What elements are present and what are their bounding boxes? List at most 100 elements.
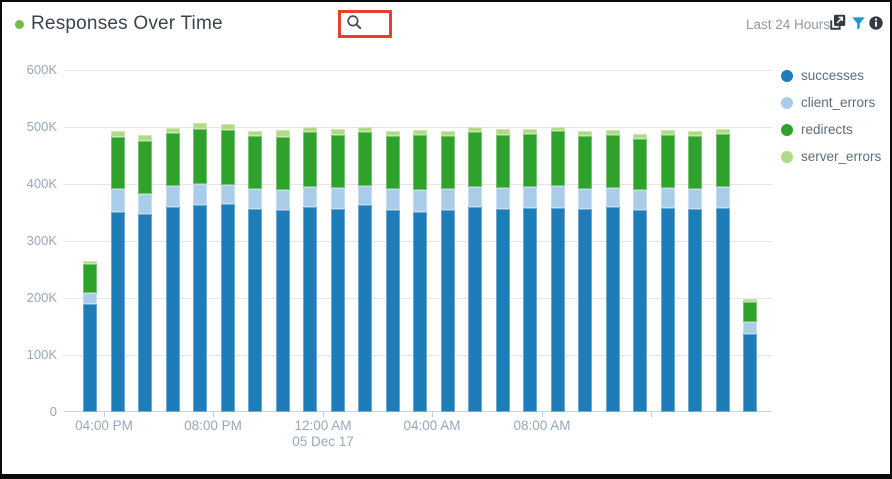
bar-segment-server_errors[interactable] xyxy=(413,129,427,135)
bar-segment-successes[interactable] xyxy=(495,209,510,412)
bar-stack-1200pm[interactable] xyxy=(660,129,675,412)
bar-segment-server_errors[interactable] xyxy=(715,129,730,134)
bar-segment-successes[interactable] xyxy=(385,210,400,412)
bar-segment-redirects[interactable] xyxy=(138,141,152,195)
bar-segment-client_errors[interactable] xyxy=(633,190,647,211)
bar-segment-redirects[interactable] xyxy=(275,136,290,190)
bar-segment-client_errors[interactable] xyxy=(605,188,620,207)
bar-segment-client_errors[interactable] xyxy=(715,186,730,208)
bar-stack-700pm[interactable] xyxy=(193,123,207,412)
bar-stack-200am[interactable] xyxy=(385,131,400,412)
bar-segment-redirects[interactable] xyxy=(743,302,757,322)
bar-segment-successes[interactable] xyxy=(275,210,290,412)
bar-segment-client_errors[interactable] xyxy=(138,194,152,215)
bar-segment-successes[interactable] xyxy=(523,207,537,412)
filter-button[interactable] xyxy=(848,14,868,34)
legend-item-server_errors[interactable]: server_errors xyxy=(781,143,881,170)
bar-segment-server_errors[interactable] xyxy=(358,127,372,133)
bar-stack-100am[interactable] xyxy=(358,127,372,412)
bar-segment-server_errors[interactable] xyxy=(303,127,317,133)
bar-segment-client_errors[interactable] xyxy=(220,185,235,204)
bar-segment-redirects[interactable] xyxy=(660,135,675,189)
bar-segment-server_errors[interactable] xyxy=(633,133,647,139)
bar-segment-client_errors[interactable] xyxy=(193,184,207,206)
bar-segment-server_errors[interactable] xyxy=(330,129,345,136)
bar-segment-redirects[interactable] xyxy=(550,131,565,187)
bar-segment-client_errors[interactable] xyxy=(550,186,565,208)
bar-segment-client_errors[interactable] xyxy=(413,190,427,212)
bar-stack-500pm[interactable] xyxy=(138,135,152,412)
bar-segment-redirects[interactable] xyxy=(83,263,97,294)
bar-segment-redirects[interactable] xyxy=(715,133,730,187)
bar-segment-client_errors[interactable] xyxy=(660,188,675,208)
bar-stack-1000am[interactable] xyxy=(605,129,620,412)
bar-stack-200pm[interactable] xyxy=(715,129,730,412)
bar-segment-server_errors[interactable] xyxy=(578,131,592,137)
bar-segment-client_errors[interactable] xyxy=(303,186,317,207)
bar-segment-redirects[interactable] xyxy=(633,139,647,191)
bar-segment-server_errors[interactable] xyxy=(495,129,510,136)
bar-segment-redirects[interactable] xyxy=(385,136,400,190)
bar-stack-100pm[interactable] xyxy=(688,131,702,412)
export-button[interactable] xyxy=(827,14,847,34)
bar-segment-successes[interactable] xyxy=(303,206,317,412)
bar-segment-successes[interactable] xyxy=(138,214,152,412)
bar-segment-server_errors[interactable] xyxy=(523,129,537,134)
bar-segment-server_errors[interactable] xyxy=(550,127,565,132)
bar-segment-redirects[interactable] xyxy=(523,133,537,187)
bar-segment-server_errors[interactable] xyxy=(83,260,97,264)
bar-segment-redirects[interactable] xyxy=(413,135,427,191)
bar-segment-successes[interactable] xyxy=(110,211,125,412)
bar-segment-successes[interactable] xyxy=(605,206,620,412)
bar-segment-server_errors[interactable] xyxy=(165,128,180,134)
bar-stack-1100am[interactable] xyxy=(633,133,647,412)
bar-segment-redirects[interactable] xyxy=(578,136,592,190)
bar-segment-client_errors[interactable] xyxy=(495,188,510,210)
bar-segment-server_errors[interactable] xyxy=(688,131,702,137)
bar-segment-server_errors[interactable] xyxy=(660,129,675,136)
bar-stack-600am[interactable] xyxy=(495,129,510,412)
bar-stack-800pm[interactable] xyxy=(220,124,235,412)
bar-segment-client_errors[interactable] xyxy=(523,186,537,208)
bar-segment-server_errors[interactable] xyxy=(248,131,262,137)
bar-stack-1100pm[interactable] xyxy=(303,127,317,412)
legend-item-redirects[interactable]: redirects xyxy=(781,116,881,143)
bar-segment-successes[interactable] xyxy=(578,209,592,412)
bar-segment-successes[interactable] xyxy=(413,211,427,412)
bar-segment-successes[interactable] xyxy=(248,209,262,412)
bar-segment-redirects[interactable] xyxy=(688,136,702,190)
bar-segment-redirects[interactable] xyxy=(495,135,510,189)
bar-segment-client_errors[interactable] xyxy=(440,189,455,211)
bar-stack-500am[interactable] xyxy=(468,127,482,412)
bar-segment-successes[interactable] xyxy=(743,333,757,412)
bar-segment-server_errors[interactable] xyxy=(743,299,757,303)
bar-segment-redirects[interactable] xyxy=(303,132,317,187)
bar-segment-client_errors[interactable] xyxy=(330,188,345,210)
bar-segment-client_errors[interactable] xyxy=(743,321,757,334)
bar-segment-redirects[interactable] xyxy=(358,132,372,187)
bar-segment-successes[interactable] xyxy=(550,207,565,412)
bar-segment-client_errors[interactable] xyxy=(165,186,180,207)
bar-segment-server_errors[interactable] xyxy=(275,130,290,137)
bar-stack-800am[interactable] xyxy=(550,127,565,412)
bar-segment-successes[interactable] xyxy=(660,207,675,412)
bar-segment-successes[interactable] xyxy=(440,210,455,412)
bar-stack-1200am[interactable] xyxy=(330,129,345,412)
bar-segment-server_errors[interactable] xyxy=(468,127,482,133)
bar-segment-server_errors[interactable] xyxy=(138,135,152,142)
bar-segment-successes[interactable] xyxy=(83,303,97,412)
bar-segment-client_errors[interactable] xyxy=(83,293,97,304)
open-in-search-button[interactable] xyxy=(342,13,366,35)
bar-segment-redirects[interactable] xyxy=(330,135,345,189)
bar-stack-900am[interactable] xyxy=(578,131,592,412)
bar-segment-redirects[interactable] xyxy=(193,129,207,185)
bar-segment-server_errors[interactable] xyxy=(110,131,125,138)
bar-segment-successes[interactable] xyxy=(633,210,647,412)
info-button[interactable] xyxy=(866,14,886,34)
legend-item-client_errors[interactable]: client_errors xyxy=(781,89,881,116)
bar-segment-client_errors[interactable] xyxy=(110,189,125,212)
bar-segment-client_errors[interactable] xyxy=(385,189,400,211)
bar-segment-successes[interactable] xyxy=(330,209,345,412)
bar-segment-client_errors[interactable] xyxy=(468,186,482,207)
bar-segment-client_errors[interactable] xyxy=(688,189,702,210)
